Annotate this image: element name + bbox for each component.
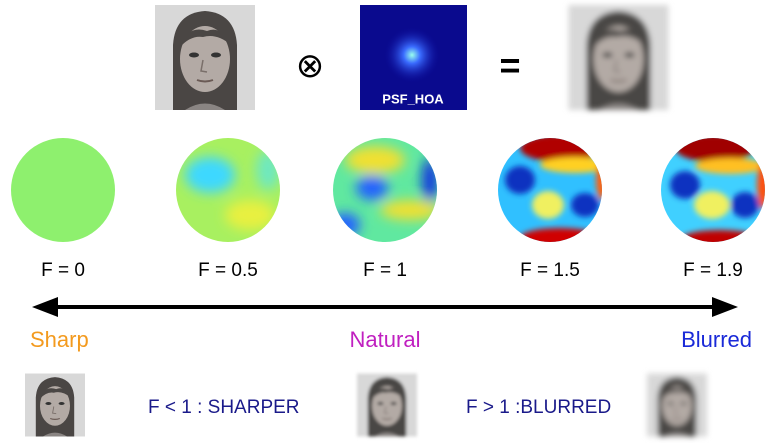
wavefront bbox=[333, 138, 437, 242]
scale-middle-label: Natural bbox=[350, 327, 421, 352]
arrow-head bbox=[712, 297, 738, 317]
wavefront-label: F = 0.5 bbox=[198, 260, 258, 281]
face-blurred-small bbox=[647, 372, 707, 438]
scale-right-label: Blurred bbox=[681, 327, 752, 352]
wavefront bbox=[11, 138, 115, 242]
wavefront-label: F = 1.9 bbox=[683, 260, 743, 281]
equals-sign: = bbox=[499, 45, 520, 86]
face-sharper bbox=[25, 372, 85, 438]
wavefront bbox=[498, 138, 602, 242]
psf-label: PSF_HOA bbox=[382, 91, 444, 106]
wavefront-label: F = 1.5 bbox=[520, 260, 580, 281]
face-blurred bbox=[567, 5, 670, 110]
wavefront-label: F = 0 bbox=[41, 260, 85, 281]
blurred-caption: F > 1 :BLURRED bbox=[466, 397, 611, 418]
face-sharp bbox=[153, 5, 257, 110]
wavefront-label: F = 1 bbox=[363, 260, 407, 281]
arrow-head bbox=[32, 297, 58, 317]
psf-spot bbox=[384, 27, 440, 83]
scale-left-label: Sharp bbox=[30, 327, 89, 352]
convolution-operator: ⊗ bbox=[296, 47, 325, 85]
wavefront bbox=[176, 138, 280, 242]
face-natural bbox=[357, 372, 417, 438]
sharper-caption: F < 1 : SHARPER bbox=[148, 397, 300, 418]
wavefront bbox=[661, 138, 765, 242]
